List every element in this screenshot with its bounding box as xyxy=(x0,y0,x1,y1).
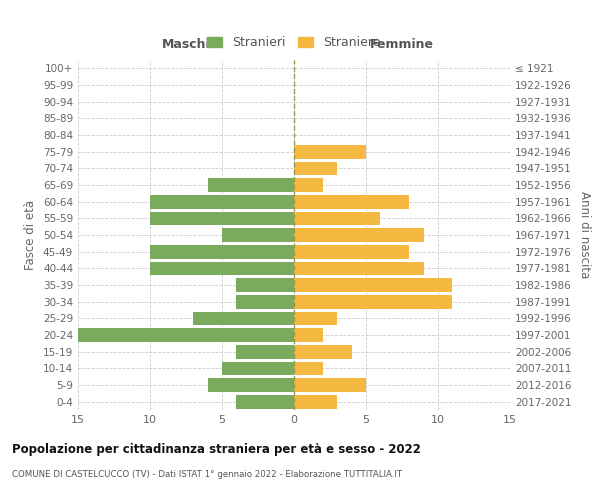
Bar xyxy=(236,345,294,358)
Bar xyxy=(222,228,294,242)
Bar xyxy=(222,362,294,375)
Bar xyxy=(294,162,337,175)
Bar xyxy=(294,212,380,225)
Text: Popolazione per cittadinanza straniera per età e sesso - 2022: Popolazione per cittadinanza straniera p… xyxy=(12,442,421,456)
Bar xyxy=(294,228,424,242)
Bar xyxy=(150,212,294,225)
Text: Maschi: Maschi xyxy=(161,38,211,52)
Bar xyxy=(294,278,452,292)
Bar xyxy=(294,145,366,158)
Text: Femmine: Femmine xyxy=(370,38,434,52)
Bar xyxy=(236,395,294,408)
Bar xyxy=(294,195,409,208)
Bar xyxy=(294,295,452,308)
Bar xyxy=(208,378,294,392)
Text: COMUNE DI CASTELCUCCO (TV) - Dati ISTAT 1° gennaio 2022 - Elaborazione TUTTITALI: COMUNE DI CASTELCUCCO (TV) - Dati ISTAT … xyxy=(12,470,402,479)
Bar xyxy=(294,312,337,325)
Bar xyxy=(236,278,294,292)
Bar xyxy=(294,245,409,258)
Bar xyxy=(236,295,294,308)
Bar xyxy=(150,195,294,208)
Bar xyxy=(294,345,352,358)
Bar xyxy=(78,328,294,342)
Y-axis label: Fasce di età: Fasce di età xyxy=(25,200,37,270)
Bar xyxy=(294,362,323,375)
Legend: Stranieri, Straniere: Stranieri, Straniere xyxy=(202,32,386,54)
Bar xyxy=(294,328,323,342)
Bar xyxy=(208,178,294,192)
Bar xyxy=(294,378,366,392)
Bar xyxy=(294,395,337,408)
Bar xyxy=(150,262,294,275)
Bar xyxy=(294,262,424,275)
Y-axis label: Anni di nascita: Anni di nascita xyxy=(578,192,591,278)
Bar xyxy=(193,312,294,325)
Bar xyxy=(150,245,294,258)
Bar xyxy=(294,178,323,192)
